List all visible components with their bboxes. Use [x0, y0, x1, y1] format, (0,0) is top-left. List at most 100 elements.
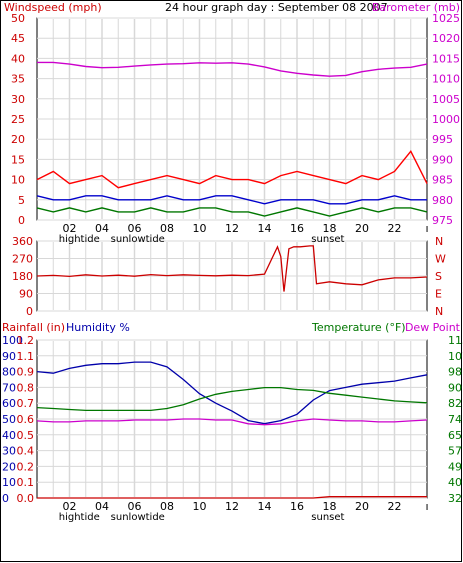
wind-tick-label: 10	[11, 174, 25, 187]
humidity-tick-label: 70	[2, 381, 16, 394]
average-windspeed-line	[36, 195, 427, 205]
hour-tick-label: 08	[160, 500, 174, 513]
wind-tick-label: 35	[11, 73, 25, 86]
temperature-tick-label: 115	[448, 334, 463, 347]
rain-tick-label: 0.5	[17, 429, 35, 442]
temperature-tick-label: 98	[448, 366, 462, 379]
wind-tick-label: 40	[11, 52, 25, 65]
humidity-tick-label: 100	[2, 334, 23, 347]
wind-tick-label: 25	[11, 113, 25, 126]
low-windspeed-line	[36, 207, 428, 217]
rain-tick-label: 0.4	[17, 445, 35, 458]
wind-tick-label: 20	[11, 133, 25, 146]
hour-tick-label: 14	[258, 222, 272, 235]
humidity-tick-label: 40	[2, 429, 16, 442]
barometer-tick-label: 1020	[432, 32, 460, 45]
barometer-tick-label: 1010	[432, 73, 460, 86]
rain-tick-label: 0.8	[17, 381, 35, 394]
wind-tick-label: 0	[18, 214, 25, 227]
dewpoint-axis-label: Dew Point	[405, 321, 461, 334]
compass-label: N	[435, 235, 443, 248]
sunlowtide-annotation: sunlowtide	[111, 234, 165, 245]
temperature-tick-label: 82	[448, 397, 462, 410]
hour-tick-label: 02	[63, 222, 77, 235]
page-title: 24 hour graph day : September 08 2007	[165, 1, 388, 14]
barometer-tick-label: 975	[432, 214, 453, 227]
hightide-annotation: hightide	[59, 234, 100, 245]
sunset-annotation: sunset	[311, 512, 344, 523]
windspeed-axis-label: Windspeed (mph)	[4, 1, 102, 14]
direction-tick-label: 0	[26, 305, 33, 318]
humidity-tick-label: 60	[2, 397, 16, 410]
temperature-tick-label: 65	[448, 429, 462, 442]
dew-point-line	[36, 418, 428, 426]
hour-tick-label: 20	[355, 500, 369, 513]
temperature-tick-label: 107	[448, 350, 463, 363]
hour-tick-label: 14	[258, 500, 272, 513]
rain-tick-label: 0.7	[17, 397, 35, 410]
rain-tick-label: 0.0	[17, 492, 35, 505]
temperature-tick-label: 74	[448, 413, 462, 426]
hour-tick-label: 22	[388, 222, 402, 235]
barometer-tick-label: 980	[432, 194, 453, 207]
humidity-tick-label: 30	[2, 445, 16, 458]
hour-tick-label: 04	[95, 222, 109, 235]
wind-tick-label: 5	[18, 194, 25, 207]
rain-tick-label: 0.2	[17, 460, 35, 473]
humidity-line	[36, 361, 428, 425]
temperature-tick-label: 40	[448, 476, 462, 489]
wind-direction-line	[36, 245, 428, 292]
hightide-annotation: hightide	[59, 512, 100, 523]
rain-tick-label: 0.6	[17, 413, 35, 426]
direction-tick-label: 360	[12, 235, 33, 248]
rain-tick-label: 1.2	[17, 334, 35, 347]
humidity-axis-label: Humidity %	[66, 321, 130, 334]
hour-tick-label: 12	[225, 222, 239, 235]
hour-tick-label: 16	[290, 500, 304, 513]
temperature-tick-label: 32	[448, 492, 462, 505]
compass-label: S	[435, 270, 442, 283]
barometer-tick-label: 985	[432, 174, 453, 187]
hour-tick-label: 10	[193, 222, 207, 235]
sunlowtide-annotation: sunlowtide	[111, 512, 165, 523]
barometer-tick-label: 1005	[432, 93, 460, 106]
humidity-tick-label: 90	[2, 350, 16, 363]
humidity-tick-label: 80	[2, 366, 16, 379]
rainfall-line	[37, 496, 427, 499]
temperature-tick-label: 49	[448, 460, 462, 473]
hour-tick-label: 18	[323, 222, 337, 235]
barometer-tick-label: 995	[432, 133, 453, 146]
hour-tick-label: 06	[128, 222, 142, 235]
humidity-tick-label: 10	[2, 476, 16, 489]
compass-label: W	[435, 253, 446, 266]
end-tick-mark: ı	[425, 222, 428, 235]
hour-tick-label: 16	[290, 222, 304, 235]
temperature-tick-label: 57	[448, 445, 462, 458]
humidity-tick-label: 20	[2, 460, 16, 473]
direction-tick-label: 90	[19, 288, 33, 301]
barometer-tick-label: 1015	[432, 52, 460, 65]
barometer-tick-label: 1000	[432, 113, 460, 126]
wind-tick-label: 15	[11, 153, 25, 166]
hour-tick-label: 08	[160, 222, 174, 235]
wind-tick-label: 50	[11, 12, 25, 25]
temperature-tick-label: 90	[448, 381, 462, 394]
hour-tick-label: 10	[193, 500, 207, 513]
barometer-tick-label: 990	[432, 153, 453, 166]
barometer-axis-label: Barometer (mb)	[372, 1, 460, 14]
barometer-line	[37, 61, 428, 77]
hour-tick-label: 02	[63, 500, 77, 513]
end-tick-mark: ı	[425, 500, 428, 513]
humidity-tick-label: 50	[2, 413, 16, 426]
hour-tick-label: 04	[95, 500, 109, 513]
sunset-annotation: sunset	[311, 234, 344, 245]
direction-tick-label: 180	[12, 270, 33, 283]
barometer-tick-label: 1025	[432, 12, 460, 25]
humidity-tick-label: 0	[2, 492, 9, 505]
temperature-line	[36, 386, 428, 412]
rainfall-axis-label: Rainfall (in)	[2, 321, 65, 334]
direction-tick-label: 270	[12, 253, 33, 266]
